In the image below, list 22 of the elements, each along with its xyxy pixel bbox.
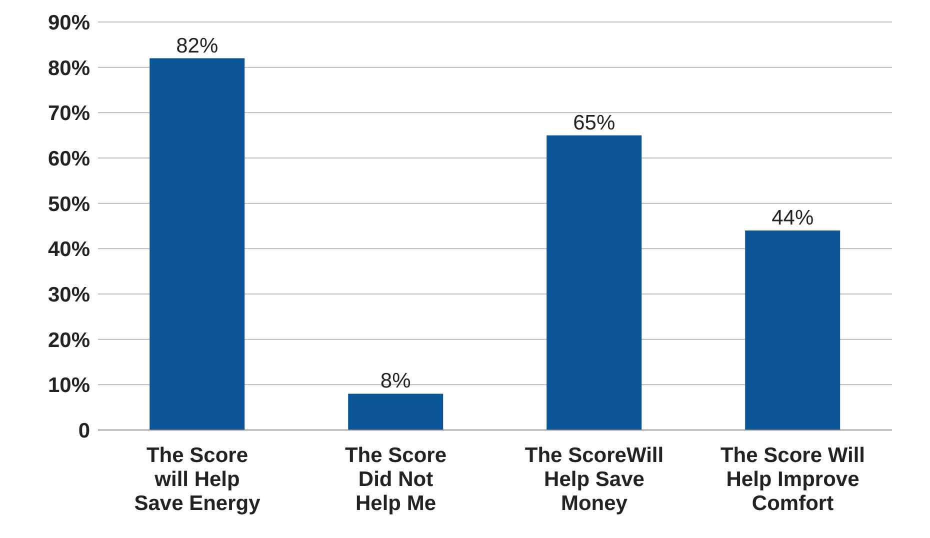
x-tick-label: The Score Will Help Improve Comfort	[720, 444, 866, 515]
y-tick-label: 40%	[48, 238, 90, 262]
bar	[546, 135, 642, 430]
x-tick-label: The ScoreWill Help Save Money	[524, 444, 664, 515]
x-tick-label: The Score will Help Save Energy	[134, 444, 261, 515]
y-tick-label: 90%	[48, 11, 90, 34]
y-tick-label: 70%	[48, 102, 90, 126]
y-tick-label: 50%	[48, 192, 90, 216]
y-tick-label: 10%	[48, 374, 90, 398]
y-tick-label: 80%	[48, 56, 90, 80]
data-label: 44%	[772, 206, 814, 230]
y-tick-label: 0	[78, 419, 90, 442]
data-label: 8%	[380, 370, 411, 393]
x-tick-label: The Score Did Not Help Me	[344, 444, 447, 515]
bar	[348, 394, 444, 430]
y-tick-label: 20%	[48, 328, 90, 352]
data-label: 65%	[573, 111, 616, 134]
y-tick-label: 60%	[48, 147, 90, 170]
bar	[745, 230, 840, 430]
data-label: 82%	[176, 34, 218, 58]
y-tick-label: 30%	[48, 283, 90, 306]
bar	[150, 58, 245, 430]
